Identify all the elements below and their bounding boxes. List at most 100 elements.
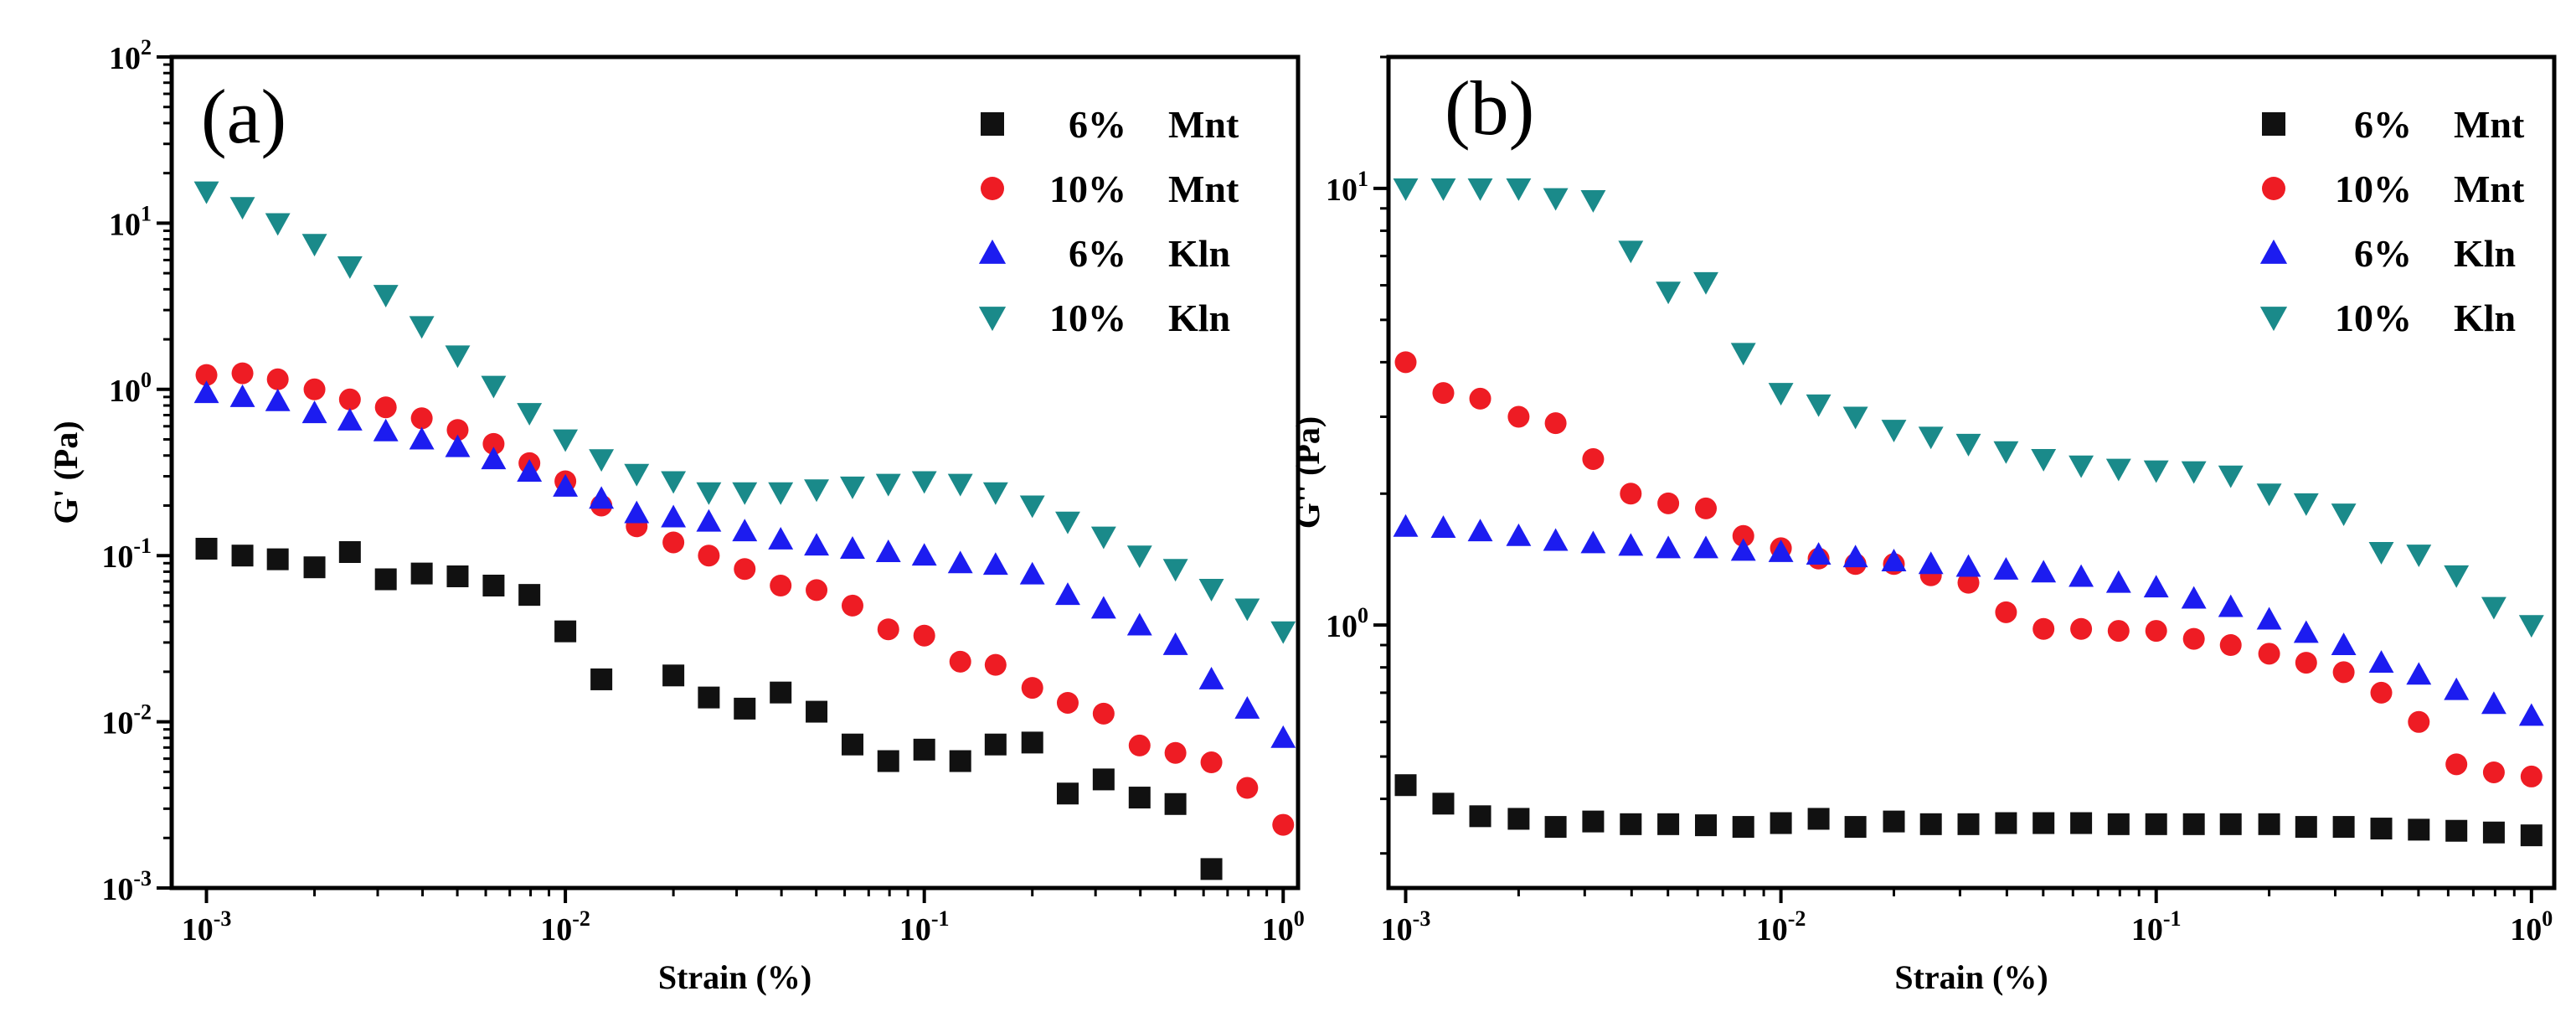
data-point xyxy=(2145,620,2167,643)
data-point xyxy=(1092,702,1115,725)
legend-marker xyxy=(978,239,1007,264)
data-point xyxy=(770,681,792,704)
data-point xyxy=(1162,632,1188,655)
legend: 6% Mnt 10% Mnt 6% Kln 10% Kln xyxy=(2259,103,2525,339)
data-point xyxy=(877,750,899,772)
data-point xyxy=(1055,582,1080,606)
legend-concentration: 6% xyxy=(1069,232,1126,275)
data-point xyxy=(589,486,615,509)
data-point xyxy=(840,536,865,559)
plot-frame xyxy=(169,54,1301,891)
data-point xyxy=(1469,387,1492,410)
data-point xyxy=(193,181,219,204)
data-point xyxy=(303,378,326,400)
data-point xyxy=(1957,571,1980,594)
data-point xyxy=(589,449,615,472)
data-point xyxy=(1732,524,1754,547)
legend-concentration: 10% xyxy=(1049,297,1126,339)
data-point xyxy=(2181,461,2207,484)
data-point xyxy=(696,508,722,532)
data-point xyxy=(1842,545,1868,568)
data-point xyxy=(768,527,794,550)
data-point xyxy=(2070,812,2093,834)
data-point xyxy=(446,419,469,441)
data-point xyxy=(984,733,1007,756)
data-point xyxy=(301,400,327,424)
data-point xyxy=(1580,530,1606,554)
x-axis-label: Strain (%) xyxy=(1894,958,2048,996)
data-point xyxy=(2295,816,2317,839)
legend-material: Kln xyxy=(1168,232,1230,275)
panel-label: (a) xyxy=(201,74,286,159)
data-point xyxy=(265,388,291,411)
data-point xyxy=(1200,858,1223,880)
data-point xyxy=(913,738,935,761)
data-point xyxy=(2445,819,2468,842)
series-6-kln xyxy=(193,380,1296,748)
legend-material: Kln xyxy=(1168,297,1230,339)
data-point xyxy=(1162,559,1188,582)
data-point xyxy=(2406,662,2432,685)
data-point xyxy=(2520,824,2543,847)
data-point xyxy=(1918,426,1944,450)
y-tick-label: 100 xyxy=(1326,603,1368,644)
data-point xyxy=(770,575,792,597)
data-point xyxy=(1693,271,1718,295)
data-point xyxy=(768,482,794,505)
legend-marker xyxy=(981,177,1004,200)
chart-panel-a: 10-3 10-2 10-1 100 10-3 10-2 10-1 100 101 102 Stra… xyxy=(47,35,1305,996)
x-tick-label: 10-1 xyxy=(2131,906,2182,947)
data-point xyxy=(1955,554,1981,577)
data-point xyxy=(1506,523,1532,546)
series-10-mnt xyxy=(195,362,1295,836)
legend-material: Mnt xyxy=(2454,103,2525,146)
legend-material: Kln xyxy=(2454,232,2516,275)
data-point xyxy=(2069,455,2094,478)
data-point xyxy=(1467,519,1493,542)
data-point xyxy=(1730,343,1756,366)
data-point xyxy=(193,380,219,404)
y-tick-label: 101 xyxy=(109,201,152,242)
data-point xyxy=(1656,535,1682,559)
data-point xyxy=(2219,634,2242,657)
data-point xyxy=(2182,813,2205,835)
legend-item: 6% Mnt xyxy=(2262,103,2525,146)
data-point xyxy=(1393,178,1419,201)
data-point xyxy=(2105,458,2131,482)
data-point xyxy=(1056,782,1079,805)
data-point xyxy=(517,403,543,426)
data-point xyxy=(1164,792,1187,815)
data-point xyxy=(2520,765,2543,787)
data-point xyxy=(661,471,687,494)
data-point xyxy=(1620,483,1642,505)
data-point xyxy=(2293,620,2319,643)
data-point xyxy=(2444,677,2470,700)
data-point xyxy=(2295,652,2317,674)
data-point xyxy=(410,407,433,430)
data-point xyxy=(2331,632,2357,655)
data-point xyxy=(1432,382,1455,405)
data-point xyxy=(1693,535,1718,559)
data-point xyxy=(1881,420,1907,443)
data-point xyxy=(1056,691,1079,714)
data-point xyxy=(949,750,971,772)
data-point xyxy=(482,575,505,597)
data-point xyxy=(2408,710,2430,733)
data-point xyxy=(2143,460,2169,483)
data-point xyxy=(1234,598,1260,622)
data-point xyxy=(553,473,579,497)
data-point xyxy=(1393,514,1419,537)
series-6-kln xyxy=(1393,514,2544,726)
data-point xyxy=(374,568,397,591)
data-point xyxy=(806,579,828,601)
data-point xyxy=(624,500,650,524)
data-point xyxy=(2368,541,2394,565)
data-point xyxy=(1657,492,1680,514)
data-point xyxy=(696,482,722,505)
data-point xyxy=(481,375,507,399)
x-tick-label: 100 xyxy=(2510,906,2553,947)
data-point xyxy=(1200,751,1223,774)
legend-item: 6% Kln xyxy=(978,232,1230,275)
data-point xyxy=(1543,188,1569,211)
data-point xyxy=(517,459,543,482)
